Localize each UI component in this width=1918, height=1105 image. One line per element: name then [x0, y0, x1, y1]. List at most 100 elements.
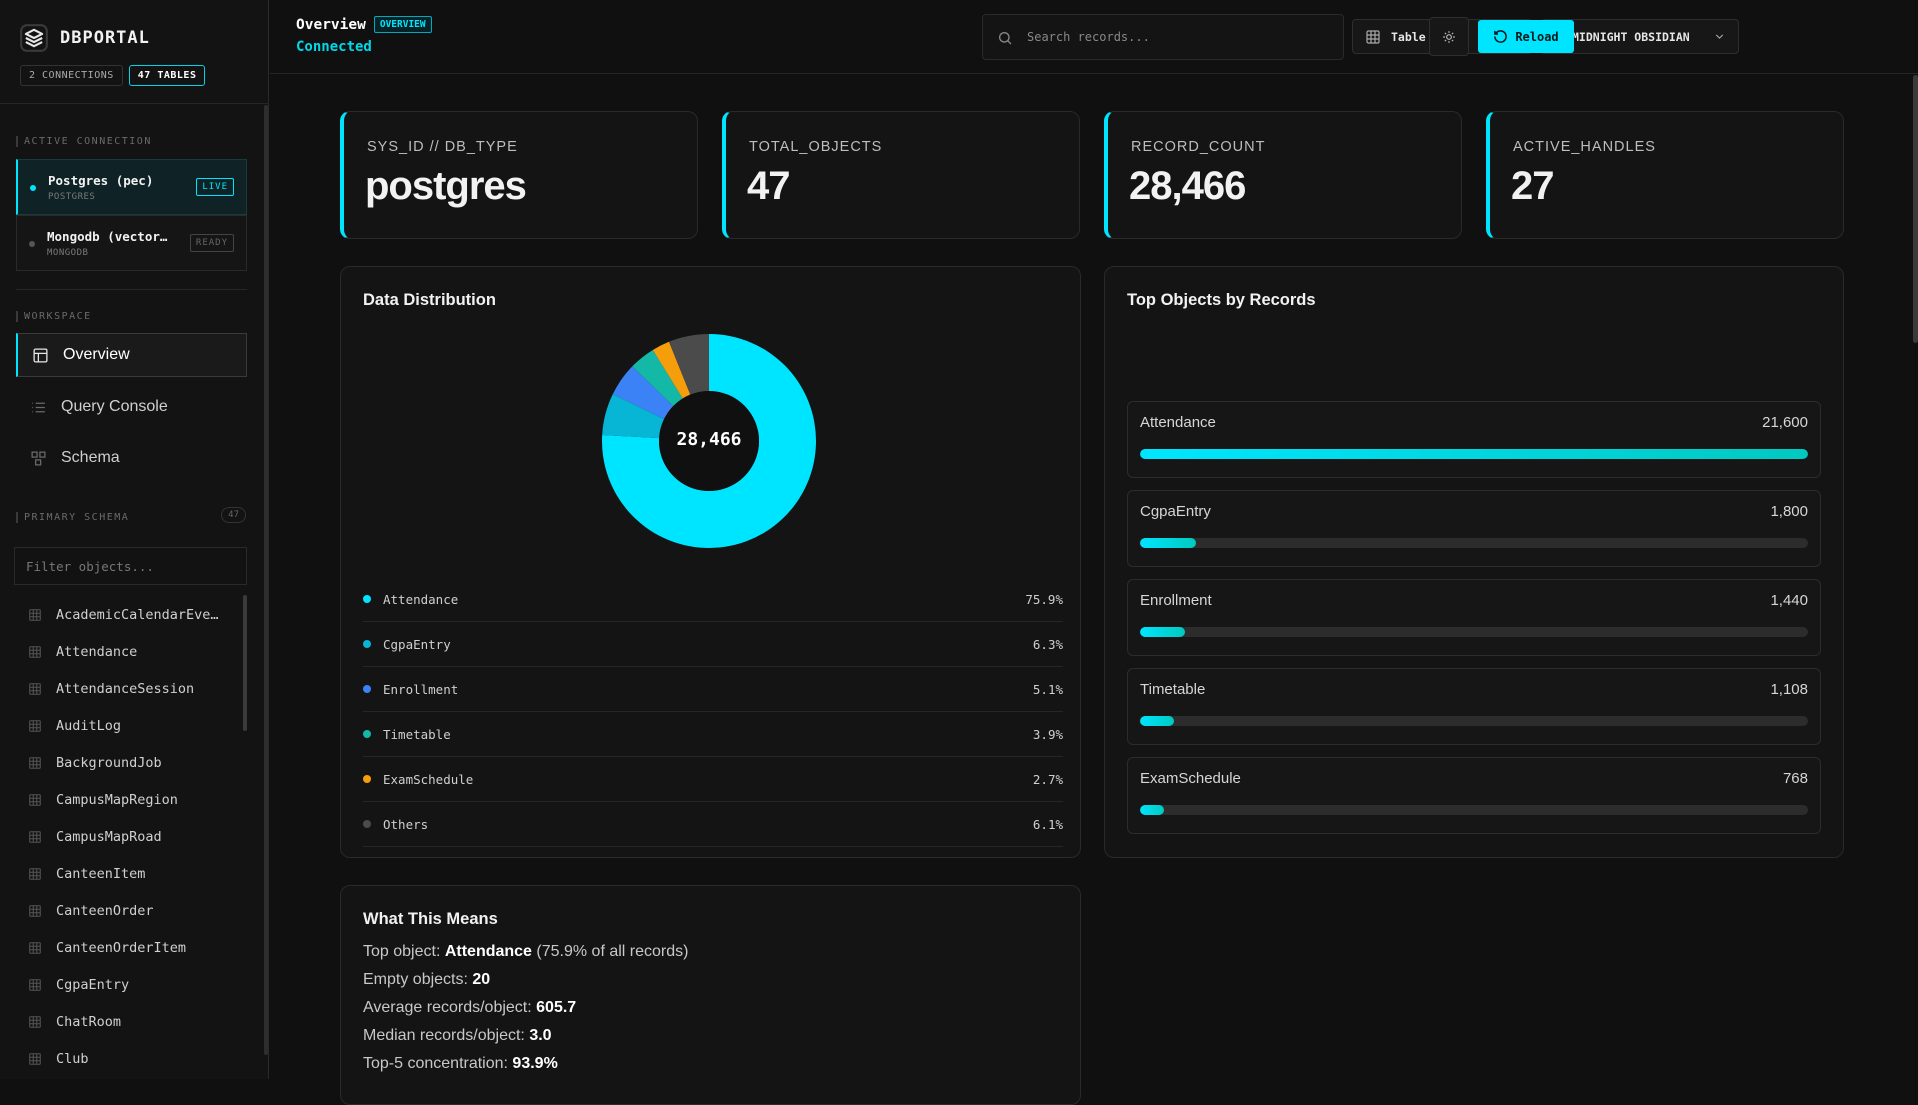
brand-name: DBPORTAL — [60, 28, 150, 48]
donut-center-label: 28,466 — [676, 429, 742, 450]
live-badge: LIVE — [196, 178, 234, 196]
table-icon — [29, 978, 41, 991]
bar-fill — [1140, 538, 1196, 548]
bar-fill — [1140, 805, 1164, 815]
legend-percent: 2.7% — [1032, 771, 1063, 787]
table-item[interactable]: BackgroundJob — [28, 744, 238, 781]
bar-track — [1140, 538, 1808, 548]
search-box[interactable] — [982, 14, 1344, 60]
top-object-line: Top object: Attendance (75.9% of all rec… — [363, 943, 689, 960]
nav-query-console[interactable]: Query Console — [16, 385, 247, 429]
schema-icon — [31, 450, 46, 466]
table-item[interactable]: AcademicCalendarEve… — [28, 596, 238, 633]
table-item[interactable]: CanteenOrder — [28, 892, 238, 929]
legend-item: CgpaEntry 6.3% — [363, 622, 1063, 667]
table-item[interactable]: CampusMapRegion — [28, 781, 238, 818]
stat-label: SYS_ID // DB_TYPE — [367, 139, 518, 155]
stat-value: 28,466 — [1129, 164, 1246, 208]
donut-slice[interactable] — [632, 349, 683, 407]
page-tag: OVERVIEW — [373, 16, 432, 33]
table-icon — [29, 1015, 41, 1028]
ready-badge: READY — [189, 234, 234, 252]
sun-icon — [1443, 30, 1455, 43]
bar-label: Enrollment — [1140, 592, 1212, 609]
legend-percent: 3.9% — [1032, 726, 1063, 742]
stat-card-active-handles: ACTIVE_HANDLES 27 — [1486, 111, 1844, 239]
bar-item[interactable]: Enrollment 1,440 — [1127, 579, 1821, 656]
what-this-means-panel: What This Means Top object: Attendance (… — [340, 885, 1081, 1105]
table-icon — [29, 719, 41, 732]
theme-toggle-button[interactable] — [1429, 17, 1469, 56]
brand[interactable]: DBPORTAL — [20, 24, 150, 52]
connection-status: Connected — [296, 39, 372, 55]
table-item[interactable]: CgpaEntry — [28, 966, 238, 1003]
legend-name: Attendance — [383, 591, 459, 607]
table-item[interactable]: Attendance — [28, 633, 238, 670]
nav-overview[interactable]: Overview — [16, 333, 247, 377]
table-item[interactable]: CanteenOrderItem — [28, 929, 238, 966]
main-scrollbar[interactable] — [1913, 75, 1918, 343]
connection-mongodb[interactable]: Mongodb (vector… MONGODB READY — [16, 215, 247, 271]
reload-label: Reload — [1515, 29, 1559, 44]
active-connection-label: ACTIVE CONNECTION — [16, 136, 152, 147]
donut-slice[interactable] — [602, 334, 816, 548]
list-icon — [32, 402, 45, 412]
donut-slice[interactable] — [652, 341, 691, 399]
legend-item: Timetable 3.9% — [363, 712, 1063, 757]
connection-name: Mongodb (vector… — [47, 229, 168, 244]
table-item[interactable]: CanteenItem — [28, 855, 238, 892]
donut-slice[interactable] — [612, 366, 674, 420]
reload-button[interactable]: Reload — [1478, 20, 1574, 53]
donut-slice[interactable] — [668, 334, 709, 395]
table-item[interactable]: AttendanceSession — [28, 670, 238, 707]
bar-track — [1140, 627, 1808, 637]
theme-select[interactable]: MIDNIGHT OBSIDIAN — [1541, 19, 1739, 54]
connection-name: Postgres (pec) — [48, 173, 154, 188]
tables-pill: 47 TABLES — [128, 65, 206, 86]
theme-label: MIDNIGHT OBSIDIAN — [1572, 29, 1690, 44]
legend-name: Timetable — [383, 726, 451, 742]
bar-item[interactable]: CgpaEntry 1,800 — [1127, 490, 1821, 567]
table-item[interactable]: Club — [28, 1040, 238, 1077]
search-icon — [999, 32, 1012, 45]
chevron-down-icon — [1715, 34, 1724, 39]
table-name: Club — [56, 1050, 89, 1067]
donut-slice[interactable] — [602, 394, 665, 439]
search-input[interactable] — [1027, 15, 1327, 59]
nav-label: Schema — [61, 449, 120, 466]
layers-logo-icon — [20, 24, 48, 52]
sidebar-scrollbar[interactable] — [264, 105, 268, 1055]
table-icon — [29, 830, 41, 843]
table-list-scrollbar[interactable] — [243, 595, 247, 731]
table-item[interactable]: CampusMapRoad — [28, 818, 238, 855]
filter-objects-input[interactable] — [14, 547, 247, 585]
connection-postgres[interactable]: Postgres (pec) POSTGRES LIVE — [16, 159, 247, 215]
bar-track — [1140, 449, 1808, 459]
table-name: Attendance — [56, 643, 138, 660]
bar-track — [1140, 716, 1808, 726]
bar-item[interactable]: Timetable 1,108 — [1127, 668, 1821, 745]
connection-type: POSTGRES — [48, 192, 96, 202]
table-name: AuditLog — [56, 717, 122, 734]
stat-label: ACTIVE_HANDLES — [1513, 139, 1656, 155]
stat-card-db-type: SYS_ID // DB_TYPE postgres — [340, 111, 698, 239]
table-icon — [29, 867, 41, 880]
nav-schema[interactable]: Schema — [16, 436, 247, 480]
stat-label: TOTAL_OBJECTS — [749, 139, 883, 155]
table-icon — [29, 682, 41, 695]
top5-line: Top-5 concentration: 93.9% — [363, 1055, 558, 1072]
table-item[interactable]: ChatRoom — [28, 1003, 238, 1040]
legend-name: CgpaEntry — [383, 636, 451, 652]
refresh-icon — [1494, 30, 1508, 43]
legend-percent: 6.1% — [1032, 816, 1063, 832]
bar-label: CgpaEntry — [1140, 503, 1211, 520]
bar-item[interactable]: ExamSchedule 768 — [1127, 757, 1821, 834]
bar-item[interactable]: Attendance 21,600 — [1127, 401, 1821, 478]
bar-fill — [1140, 716, 1175, 726]
top-objects-bars: Attendance 21,600 CgpaEntry 1,800 Enrollment… — [1127, 401, 1821, 846]
table-item[interactable]: AuditLog — [28, 707, 238, 744]
workspace-label: WORKSPACE — [16, 311, 92, 322]
stat-card-total-objects: TOTAL_OBJECTS 47 — [722, 111, 1080, 239]
bar-value: 1,440 — [1770, 592, 1808, 609]
table-icon — [29, 941, 41, 954]
